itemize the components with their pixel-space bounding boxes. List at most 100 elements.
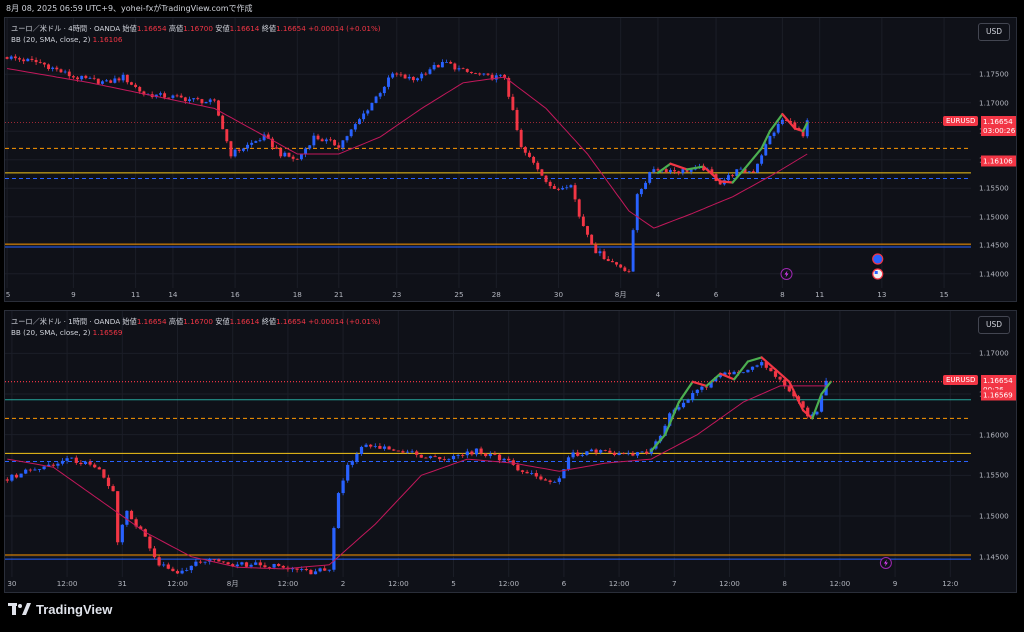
bb-wave-segment bbox=[685, 165, 705, 171]
candle-body bbox=[332, 528, 336, 570]
legend-close: 1.16654 bbox=[276, 24, 306, 33]
chart-panel-1h[interactable]: ユーロ／米ドル · 1時間 · OANDA 始値1.16654 高値1.1670… bbox=[4, 310, 1017, 593]
candle-body bbox=[617, 453, 621, 456]
candle-body bbox=[539, 476, 543, 480]
candle-body bbox=[515, 109, 519, 130]
candle-body bbox=[272, 563, 276, 568]
candle-body bbox=[19, 473, 23, 478]
candle-body bbox=[741, 372, 745, 374]
bb-wave-segment bbox=[656, 162, 672, 174]
time-tick-label: 7 bbox=[672, 579, 677, 588]
candle-body bbox=[507, 458, 511, 461]
candle-body bbox=[323, 568, 327, 571]
bb-wave-segment bbox=[719, 372, 736, 381]
candle-body bbox=[594, 449, 598, 453]
candle-body bbox=[561, 187, 565, 190]
candle-body bbox=[387, 77, 390, 87]
candle-body bbox=[312, 135, 316, 146]
currency-button-4h[interactable]: USD bbox=[978, 23, 1010, 41]
chart-caption-bar: 8月 08, 2025 06:59 UTC+9、yohei-fxがTrading… bbox=[0, 0, 1024, 14]
legend-high: 1.16700 bbox=[183, 24, 213, 33]
candle-body bbox=[231, 564, 235, 567]
candle-body bbox=[221, 561, 226, 563]
candle-body bbox=[84, 75, 88, 79]
candle-body bbox=[327, 569, 331, 571]
candle-body bbox=[735, 169, 739, 177]
legend-open-label: 始値 bbox=[122, 317, 137, 326]
candle-body bbox=[10, 474, 14, 481]
price-tick-label: 1.16000 bbox=[979, 430, 1009, 440]
candle-body bbox=[598, 251, 602, 254]
symbol-tag: EURUSD bbox=[943, 375, 979, 386]
candle-body bbox=[405, 451, 410, 453]
time-tick-label: 8 bbox=[782, 579, 787, 588]
candle-body bbox=[121, 74, 125, 81]
candle-body bbox=[83, 461, 88, 465]
candle-body bbox=[59, 69, 63, 73]
candle-body bbox=[668, 170, 672, 173]
price-plot-1h[interactable] bbox=[5, 311, 1016, 592]
candle-body bbox=[47, 464, 51, 467]
legend-close-label: 終値 bbox=[261, 24, 277, 33]
candle-body bbox=[24, 469, 28, 474]
candle-body bbox=[249, 564, 253, 567]
bb-wave-segment bbox=[731, 167, 747, 184]
candle-body bbox=[571, 452, 575, 458]
candle-body bbox=[283, 152, 287, 157]
candle-body bbox=[208, 99, 212, 102]
candle-body bbox=[565, 187, 569, 189]
time-tick-label: 2 bbox=[340, 579, 346, 588]
time-tick-label: 23 bbox=[392, 290, 402, 299]
candle-body bbox=[419, 454, 423, 458]
bb-wave-segment bbox=[650, 433, 667, 452]
candle-body bbox=[590, 234, 594, 245]
time-tick-label: 5 bbox=[451, 579, 456, 588]
time-tick-label: 30 bbox=[553, 290, 564, 299]
candle-body bbox=[562, 469, 566, 479]
candle-body bbox=[543, 479, 548, 481]
candle-body bbox=[668, 413, 672, 426]
candle-body bbox=[333, 140, 337, 146]
candle-body bbox=[353, 124, 357, 130]
candle-body bbox=[33, 469, 37, 471]
currency-button-1h[interactable]: USD bbox=[978, 316, 1010, 334]
legend-change: +0.00014 (+0.01%) bbox=[308, 317, 381, 326]
candle-body bbox=[129, 82, 133, 85]
candle-body bbox=[162, 564, 166, 566]
candle-body bbox=[801, 129, 805, 137]
candle-body bbox=[552, 186, 556, 189]
candle-body bbox=[198, 561, 203, 563]
last-price: 1.16654 bbox=[983, 117, 1013, 127]
legend-high: 1.16700 bbox=[183, 317, 213, 326]
legend-close-label: 終値 bbox=[261, 317, 277, 326]
candle-body bbox=[341, 140, 345, 148]
time-tick-label: 11 bbox=[131, 290, 141, 299]
candle-body bbox=[171, 95, 175, 98]
candle-body bbox=[484, 453, 488, 457]
candle-body bbox=[337, 145, 341, 148]
candle-body bbox=[51, 67, 55, 69]
candle-body bbox=[442, 459, 446, 460]
legend-low: 1.16614 bbox=[229, 24, 260, 33]
legend-4h: ユーロ／米ドル · 4時間 · OANDA 始値1.16654 高値1.1670… bbox=[11, 23, 381, 45]
candle-body bbox=[18, 58, 21, 60]
candle-body bbox=[175, 95, 179, 97]
bb-wave-segment bbox=[820, 380, 832, 396]
candle-body bbox=[308, 145, 312, 149]
price-tick-label: 1.17000 bbox=[979, 348, 1009, 358]
candle-body bbox=[212, 559, 216, 560]
price-plot-4h[interactable] bbox=[5, 18, 1016, 301]
candle-body bbox=[420, 73, 424, 79]
candle-body bbox=[760, 155, 764, 164]
bb-wave-segment bbox=[743, 147, 763, 170]
price-axis-1h[interactable]: 1.170001.165001.160001.155001.150001.145… bbox=[971, 311, 1016, 592]
candle-body bbox=[366, 110, 370, 114]
candle-body bbox=[148, 536, 152, 549]
candle-body bbox=[656, 169, 660, 171]
time-tick-label: 8月 bbox=[226, 579, 239, 588]
candle-body bbox=[743, 168, 747, 173]
candle-body bbox=[196, 98, 200, 100]
candle-body bbox=[709, 381, 713, 388]
candle-body bbox=[96, 78, 100, 84]
chart-panel-4h[interactable]: ユーロ／米ドル · 4時間 · OANDA 始値1.16654 高値1.1670… bbox=[4, 17, 1017, 302]
